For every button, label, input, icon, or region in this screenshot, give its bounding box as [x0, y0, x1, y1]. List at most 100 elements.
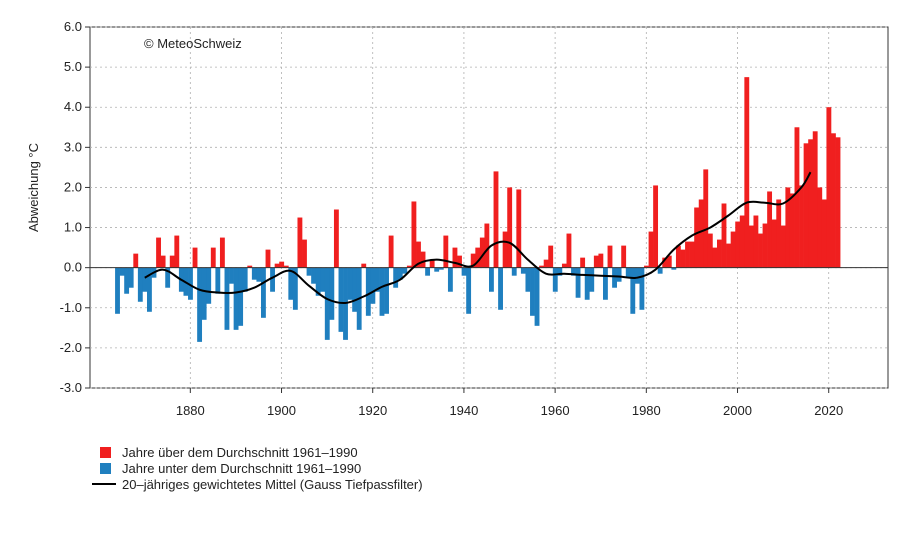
bar-below [292, 267, 298, 310]
x-tick-label: 1940 [449, 403, 478, 418]
bar-below [206, 267, 212, 304]
plot-frame [89, 26, 889, 389]
bar-above [406, 265, 412, 268]
bar-below [616, 267, 622, 282]
bar-above [598, 253, 604, 268]
bar-below [657, 267, 663, 274]
bar-above [799, 185, 804, 268]
x-tick-label: 1980 [632, 403, 661, 418]
bar-below [119, 267, 125, 276]
bar-above [748, 225, 754, 268]
bar-below [630, 267, 636, 314]
bar-above [411, 201, 417, 268]
bar-above [662, 257, 668, 268]
bar-above [274, 263, 280, 268]
bar-above [192, 247, 198, 268]
bar-above [297, 217, 303, 268]
bar-below [625, 267, 631, 278]
bar-below [224, 267, 230, 330]
bar-above [675, 245, 681, 268]
bar-above [780, 225, 786, 268]
bar-below [320, 267, 326, 292]
bar-above [794, 127, 800, 268]
bar-above [580, 257, 586, 268]
legend-swatch-above [100, 447, 111, 458]
bar-above [493, 171, 499, 268]
legend-label-below: Jahre unter dem Durchschnitt 1961–1990 [122, 461, 361, 476]
copyright-label: © MeteoSchweiz [144, 36, 242, 51]
bar-above [452, 247, 458, 268]
x-tick-label: 2020 [814, 403, 843, 418]
bar-above [169, 255, 175, 268]
bar-below [498, 267, 503, 310]
bar-above [648, 231, 654, 268]
y-tick-label: 1.0 [64, 220, 82, 235]
bar-above [717, 239, 722, 268]
bar-above [388, 235, 394, 268]
bar-above [698, 199, 704, 268]
bar-above [420, 251, 426, 268]
y-axis-ticks: -3.0 -2.0 -1.0 0.0 1.0 2.0 3.0 4.0 5.0 6.0 [60, 19, 90, 395]
bar-below [233, 267, 239, 330]
bar-below [639, 267, 645, 310]
bar-above [507, 187, 513, 268]
bar-below [402, 267, 408, 274]
bar-above [429, 259, 435, 268]
y-axis-label: Abweichung °C [26, 143, 41, 232]
bar-above [566, 233, 572, 268]
bar-below [165, 267, 171, 288]
bar-above [730, 231, 736, 268]
bar-above [156, 237, 161, 268]
bar-below [447, 267, 453, 292]
bar-below [270, 267, 275, 292]
bar-below [489, 267, 494, 292]
bar-above [247, 265, 253, 268]
bar-below [525, 267, 531, 292]
bar-above [219, 237, 225, 268]
bar-above [762, 223, 768, 268]
bar-above [666, 255, 672, 268]
bar-above [758, 233, 763, 268]
bar-below [466, 267, 472, 314]
bar-above [817, 187, 823, 268]
bar-below [242, 267, 248, 292]
y-tick-label: 4.0 [64, 99, 82, 114]
bar-below [365, 267, 371, 316]
bar-below [306, 267, 312, 276]
bar-below [612, 267, 617, 288]
bar-below [671, 267, 677, 270]
bar-above [735, 221, 741, 268]
y-tick-label: 3.0 [64, 139, 82, 154]
x-tick-label: 1900 [267, 403, 296, 418]
bar-above [133, 253, 139, 268]
y-tick-label: 5.0 [64, 59, 82, 74]
bar-below [557, 267, 563, 276]
x-tick-label: 1880 [176, 403, 205, 418]
bar-above [821, 199, 827, 268]
bar-below [115, 267, 120, 314]
bar-below [379, 267, 385, 316]
bar-above [416, 241, 421, 268]
bar-below [338, 267, 344, 332]
legend: Jahre über dem Durchschnitt 1961–1990 Ja… [92, 445, 423, 492]
bar-above [726, 243, 731, 268]
bar-above [593, 255, 599, 268]
bar-below [534, 267, 540, 326]
bar-below [425, 267, 431, 276]
x-tick-label: 1920 [358, 403, 387, 418]
bar-above [808, 139, 814, 268]
bar-above [803, 143, 809, 268]
bar-below [461, 267, 467, 276]
bar-below [256, 267, 262, 282]
bar-below [315, 267, 321, 296]
bar-below [324, 267, 330, 340]
bar-below [375, 267, 380, 292]
bar-above [548, 245, 554, 268]
y-tick-label: -1.0 [60, 300, 82, 315]
bar-below [329, 267, 335, 320]
y-tick-label: 2.0 [64, 179, 82, 194]
bar-below [384, 267, 389, 314]
bar-above [771, 219, 777, 268]
y-tick-label: 0.0 [64, 260, 82, 275]
bar-below [520, 267, 526, 274]
